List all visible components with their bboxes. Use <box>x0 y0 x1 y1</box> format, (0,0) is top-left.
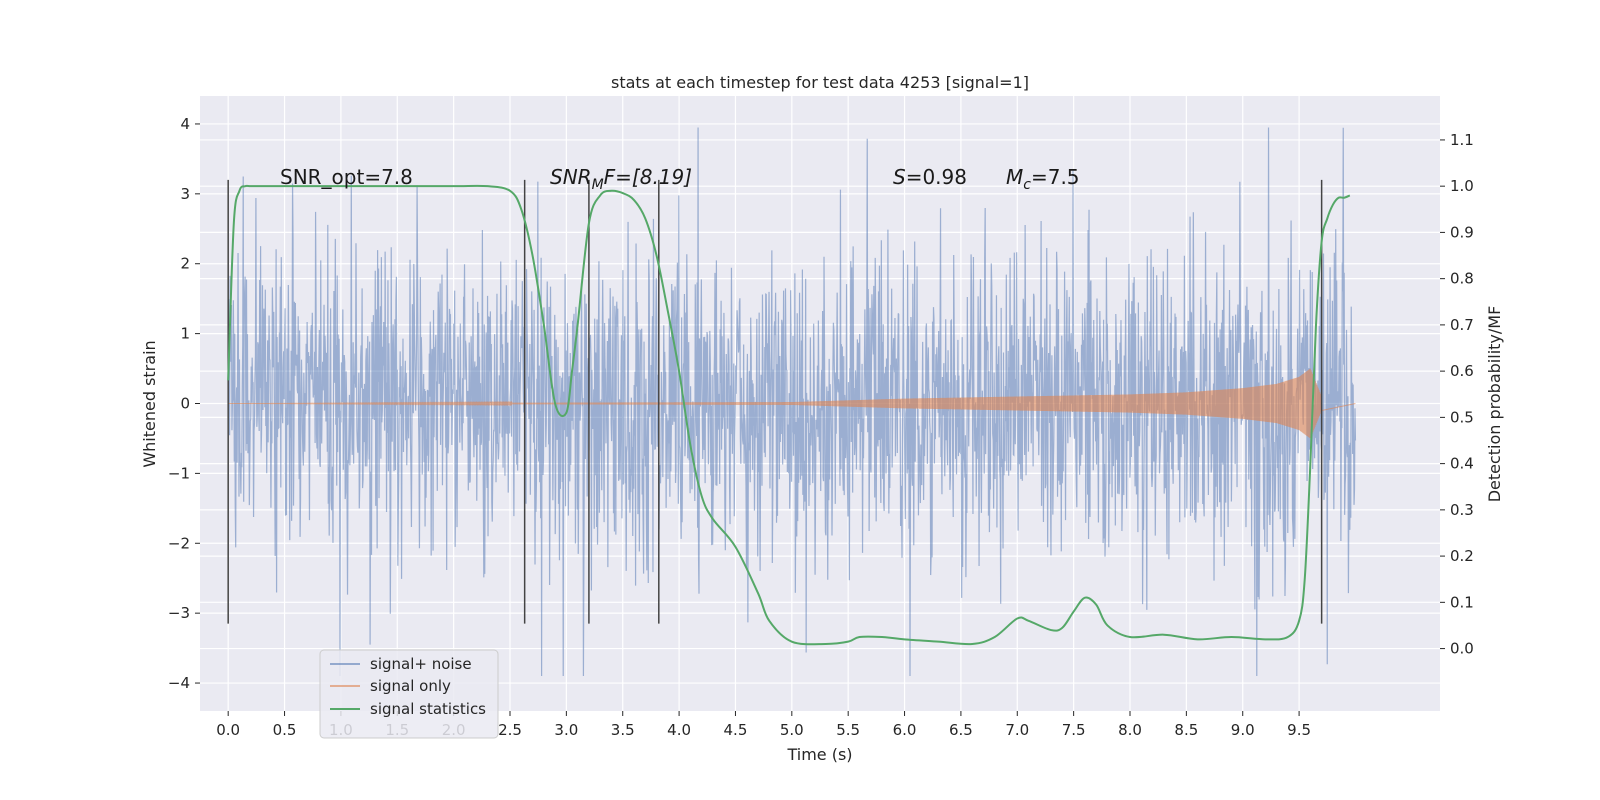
x-tick-label: 7.5 <box>1062 721 1086 739</box>
x-tick-label: 4.5 <box>724 721 748 739</box>
y-tick-label: −2 <box>168 534 190 552</box>
x-tick-label: 9.0 <box>1231 721 1255 739</box>
x-tick-label: 4.0 <box>667 721 691 739</box>
legend-label-signal: signal only <box>370 677 451 695</box>
x-tick-label: 8.5 <box>1174 721 1198 739</box>
annotation-mc-rest: =7.5 <box>1031 165 1080 189</box>
annotation-snr-mf: SNRMF=[8.19] <box>550 165 692 193</box>
y-tick-label: 0 <box>180 395 190 413</box>
x-tick-label: 9.5 <box>1287 721 1311 739</box>
chart-title: stats at each timestep for test data 425… <box>611 73 1029 92</box>
y2-tick-label: 0.0 <box>1450 640 1474 658</box>
x-tick-label: 6.0 <box>893 721 917 739</box>
y2-tick-label: 0.7 <box>1450 316 1474 334</box>
y-tick-label: 3 <box>180 185 190 203</box>
y2-tick-label: 0.2 <box>1450 547 1474 565</box>
annotation-s-italic: S <box>893 165 906 189</box>
stats-line <box>227 184 1351 646</box>
y2-axis-label: Detection probability/MF <box>1485 306 1504 503</box>
series-signal-plus-noise <box>227 127 1357 677</box>
annotation-snr-opt: SNR_opt=7.8 <box>280 165 413 189</box>
annotation-mc-sub: c <box>1023 177 1031 193</box>
legend-label-stats: signal statistics <box>370 700 486 718</box>
annotation-snr-mf-main: SNR <box>550 165 592 189</box>
legend: signal+ noise signal only signal statist… <box>319 649 499 739</box>
vertical-markers <box>227 179 1323 624</box>
y2-tick-label: 0.4 <box>1450 455 1474 473</box>
noise-line <box>227 127 1357 677</box>
y2-axis-ticks: 0.0 0.1 0.2 0.3 0.4 0.5 0.6 0.7 0.8 0.9 1.0 1.1 <box>1440 131 1474 658</box>
y2-tick-label: 1.1 <box>1450 131 1474 149</box>
annotation-snr-mf-sub: M <box>592 177 604 193</box>
x-tick-label: 0.5 <box>273 721 297 739</box>
x-tick-label: 7.0 <box>1005 721 1029 739</box>
y-tick-label: 1 <box>180 325 190 343</box>
x-tick-label: 3.0 <box>554 721 578 739</box>
annotation-s: S=0.98 <box>893 165 967 189</box>
y2-tick-label: 0.1 <box>1450 593 1474 611</box>
y-tick-label: −4 <box>168 674 190 692</box>
y2-tick-label: 0.9 <box>1450 223 1474 241</box>
series-signal-only <box>228 368 1356 439</box>
y-axis-label: Whitened strain <box>140 340 159 467</box>
annotation-snr-mf-rest: F=[8.19] <box>604 165 692 189</box>
signal-line <box>228 368 1356 439</box>
y2-tick-label: 0.8 <box>1450 270 1474 288</box>
y2-tick-label: 0.5 <box>1450 408 1474 426</box>
y-tick-label: −1 <box>168 464 190 482</box>
y-tick-label: 2 <box>180 255 190 273</box>
y2-tick-label: 1.0 <box>1450 177 1474 195</box>
y2-tick-label: 0.3 <box>1450 501 1474 519</box>
x-tick-label: 8.0 <box>1118 721 1142 739</box>
annotation-mc-italic: M <box>1006 165 1023 189</box>
legend-box <box>319 649 499 739</box>
x-tick-label: 5.0 <box>780 721 804 739</box>
y2-tick-label: 0.6 <box>1450 362 1474 380</box>
x-tick-label: 5.5 <box>836 721 860 739</box>
x-tick-label: 6.5 <box>949 721 973 739</box>
x-axis-label: Time (s) <box>786 745 852 764</box>
x-tick-label: 0.0 <box>216 721 240 739</box>
y-axis-ticks: −4 −3 −2 −1 0 1 2 3 4 <box>168 115 200 692</box>
legend-label-noise: signal+ noise <box>370 655 472 673</box>
x-tick-label: 3.5 <box>611 721 635 739</box>
y-tick-label: 4 <box>180 115 190 133</box>
annotation-mc: Mc=7.5 <box>1006 165 1080 193</box>
series-signal-statistics <box>227 184 1351 646</box>
y-tick-label: −3 <box>168 604 190 622</box>
x-tick-label: 2.5 <box>498 721 522 739</box>
annotation-s-rest: =0.98 <box>906 165 967 189</box>
